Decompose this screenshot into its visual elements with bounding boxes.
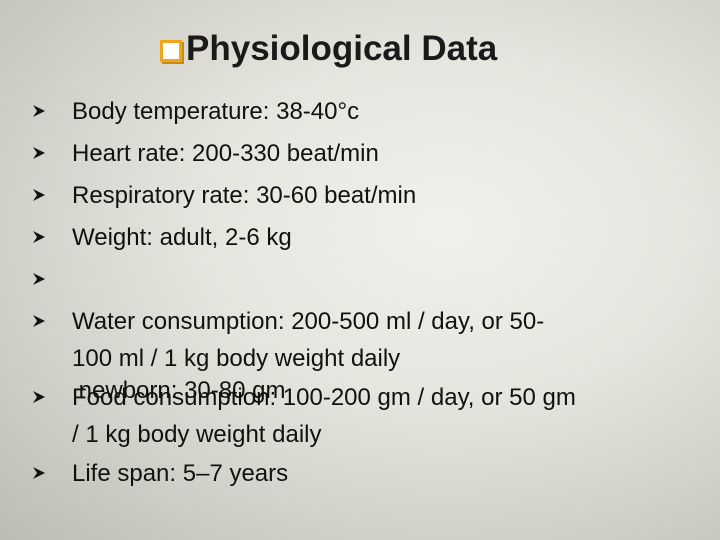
list-item: Weight: adult, 2-6 kg [33,219,712,256]
list-item-text: Heart rate: 200-330 beat/min [72,140,379,167]
list-item: Life span: 5–7 years [33,455,712,492]
arrowhead-bullet-icon [32,230,46,244]
list-item: Food consumption: 100-200 gm / day, or 5… [33,379,712,453]
list-item: Heart rate: 200-330 beat/min [33,135,712,172]
checkbox-bullet-icon [160,40,182,62]
arrowhead-bullet-icon [32,188,46,202]
list-item-text: Weight: adult, 2-6 kg [72,224,292,251]
list-item: Body temperature: 38-40°c [33,93,712,130]
list-item-text-continued: 100 ml / 1 kg body weight daily [72,345,401,372]
list-item-text: Water consumption: 200-500 ml / day, or … [72,308,545,335]
list-item-text: Respiratory rate: 30-60 beat/min [72,182,417,209]
arrowhead-bullet-icon [32,146,46,160]
slide-title-text: Physiological Data [186,29,498,68]
list-item-text: newborn: 30-80 gm [72,377,286,404]
list-item: newborn: 30-80 gm [33,261,712,483]
list-item: Water consumption: 200-500 ml / day, or … [33,303,712,377]
list-item-text: Food consumption: 100-200 gm / day, or 5… [72,384,576,411]
arrowhead-bullet-icon [32,272,46,286]
list-item: Respiratory rate: 30-60 beat/min [33,177,712,214]
slide-title: Physiological Data [160,26,497,72]
list-item-text-continued: / 1 kg body weight daily [72,421,322,448]
arrowhead-bullet-icon [32,466,46,480]
arrowhead-bullet-icon [32,390,46,404]
list-item-text: Life span: 5–7 years [72,460,289,487]
arrowhead-bullet-icon [32,314,46,328]
arrowhead-bullet-icon [32,104,46,118]
list-item-text: Body temperature: 38-40°c [72,98,360,125]
